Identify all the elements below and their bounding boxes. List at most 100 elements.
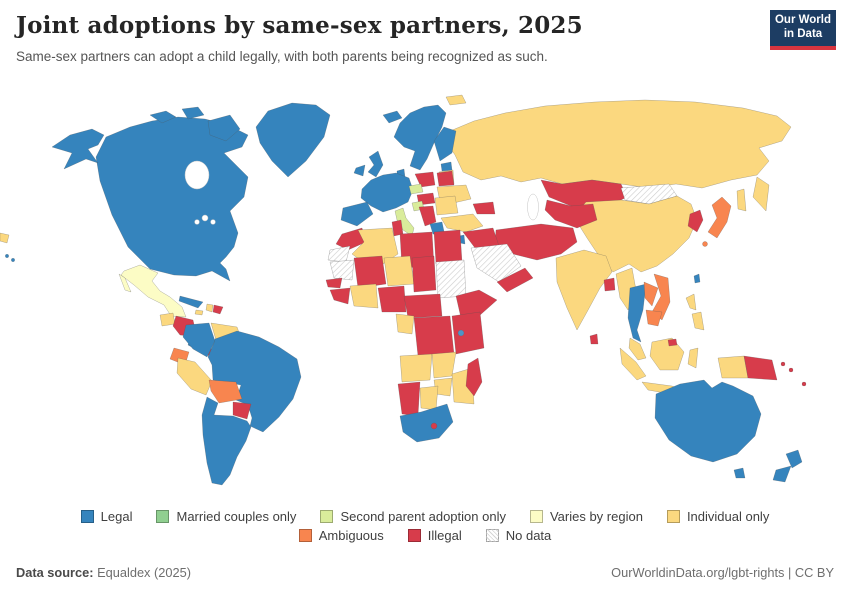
region-tasmania[interactable] — [733, 467, 746, 479]
legend-item-second-parent-only[interactable]: Second parent adoption only — [320, 509, 506, 524]
region-ireland[interactable] — [353, 164, 366, 177]
legend-item-ambiguous[interactable]: Ambiguous — [298, 528, 384, 543]
region-poland[interactable] — [414, 171, 436, 188]
region-cameroon-car[interactable] — [403, 293, 443, 319]
region-fiji[interactable] — [801, 381, 807, 387]
region-bolivia[interactable] — [208, 379, 243, 404]
region-mali[interactable] — [353, 255, 387, 289]
region-scandinavia[interactable] — [393, 104, 447, 171]
region-yemen-oman[interactable] — [496, 267, 534, 293]
region-czechia[interactable] — [408, 183, 424, 195]
region-arctic-islands-2[interactable] — [181, 106, 205, 120]
region-haiti[interactable] — [205, 303, 214, 313]
legend-item-no-data[interactable]: No data — [485, 528, 551, 543]
region-melanesia-2[interactable] — [788, 367, 794, 373]
region-philippines-mindanao[interactable] — [691, 311, 705, 331]
region-mauritania[interactable] — [329, 259, 355, 281]
region-russia-kamchatka[interactable] — [752, 176, 770, 212]
region-lesotho[interactable] — [430, 422, 438, 430]
region-peru[interactable] — [176, 357, 213, 396]
region-dominican-republic[interactable] — [212, 304, 224, 315]
region-cambodia[interactable] — [645, 309, 663, 327]
region-iberia[interactable] — [340, 201, 374, 227]
region-india[interactable] — [555, 249, 613, 331]
region-botswana[interactable] — [419, 385, 439, 411]
region-new-zealand-north[interactable] — [785, 449, 803, 469]
region-balkans[interactable] — [418, 205, 437, 227]
region-arctic-islands-1[interactable] — [149, 110, 177, 124]
region-china[interactable] — [576, 195, 698, 273]
region-namibia[interactable] — [397, 381, 421, 417]
region-melanesia-1[interactable] — [780, 361, 786, 367]
region-hawaii-2[interactable] — [11, 258, 15, 262]
legend-item-legal[interactable]: Legal — [80, 509, 132, 524]
region-turkey[interactable] — [440, 213, 484, 233]
legend-item-illegal[interactable]: Illegal — [407, 528, 462, 543]
region-caucasus[interactable] — [472, 201, 496, 215]
region-argentina-chile-uruguay[interactable] — [201, 396, 252, 486]
region-hawaii-1[interactable] — [5, 254, 9, 258]
region-romania-bulgaria[interactable] — [434, 195, 459, 216]
region-dr-congo[interactable] — [413, 315, 455, 357]
region-niger[interactable] — [383, 255, 415, 287]
owid-url-link[interactable]: OurWorldinData.org/lgbt-rights — [611, 565, 785, 580]
region-canada-usa[interactable] — [95, 116, 249, 282]
region-egypt[interactable] — [433, 229, 463, 265]
legend-item-married-couples-only[interactable]: Married couples only — [156, 509, 296, 524]
region-russia-wrap[interactable] — [0, 232, 10, 244]
region-senegal[interactable] — [325, 277, 343, 289]
region-madagascar[interactable] — [465, 357, 483, 397]
region-vietnam[interactable] — [651, 273, 671, 321]
region-tunisia[interactable] — [391, 219, 404, 237]
region-japan-kyushu[interactable] — [702, 241, 708, 247]
region-japan[interactable] — [707, 196, 732, 239]
region-gabon-congo[interactable] — [395, 313, 415, 335]
region-iceland[interactable] — [382, 110, 403, 124]
region-laos[interactable] — [643, 281, 659, 307]
region-western-europe[interactable] — [360, 172, 414, 213]
region-thailand[interactable] — [627, 283, 647, 343]
region-finland[interactable] — [433, 126, 457, 162]
region-australia[interactable] — [654, 379, 762, 463]
region-central-asia[interactable] — [544, 199, 598, 229]
region-papua-new-guinea[interactable] — [743, 355, 778, 381]
region-ghana-ivory-coast[interactable] — [349, 283, 379, 309]
region-indonesia-sulawesi[interactable] — [687, 347, 699, 369]
region-sri-lanka[interactable] — [589, 333, 599, 345]
region-paraguay[interactable] — [232, 401, 252, 420]
region-mexico[interactable] — [120, 264, 187, 318]
region-united-kingdom[interactable] — [367, 150, 384, 178]
legend-item-individual-only[interactable]: Individual only — [666, 509, 769, 524]
region-greenland[interactable] — [255, 102, 331, 178]
region-jamaica[interactable] — [194, 309, 204, 316]
region-belarus[interactable] — [436, 170, 455, 187]
region-indonesia-borneo[interactable] — [649, 337, 685, 371]
region-western-sahara[interactable] — [327, 245, 351, 263]
region-morocco[interactable] — [335, 227, 367, 251]
region-colombia[interactable] — [182, 322, 216, 358]
region-sudan[interactable] — [435, 259, 467, 299]
legend-item-varies-by-region[interactable]: Varies by region — [529, 509, 643, 524]
region-russia[interactable] — [446, 99, 792, 189]
region-angola[interactable] — [399, 353, 433, 383]
region-brunei[interactable] — [667, 338, 678, 347]
region-philippines-luzon[interactable] — [685, 293, 697, 311]
region-estonia[interactable] — [440, 161, 453, 172]
region-west-papua[interactable] — [717, 355, 749, 379]
region-baffin-island[interactable] — [207, 114, 241, 142]
region-alaska[interactable] — [51, 128, 105, 170]
region-guatemala[interactable] — [159, 312, 176, 327]
region-russia-novaya-zemlya[interactable] — [445, 94, 467, 106]
region-chad[interactable] — [411, 255, 437, 293]
region-east-africa[interactable] — [451, 311, 485, 355]
region-baja-california[interactable] — [118, 273, 132, 293]
region-taiwan[interactable] — [693, 273, 701, 284]
region-russia-sakhalin[interactable] — [736, 188, 747, 212]
region-indonesia-sumatra[interactable] — [619, 347, 647, 381]
region-guinea[interactable] — [329, 287, 351, 305]
region-horn-of-africa[interactable] — [455, 289, 498, 319]
owid-logo[interactable]: Our World in Data — [770, 10, 836, 50]
region-bangladesh[interactable] — [603, 277, 616, 292]
region-korea[interactable] — [687, 209, 704, 233]
region-malaysia[interactable] — [628, 337, 647, 361]
